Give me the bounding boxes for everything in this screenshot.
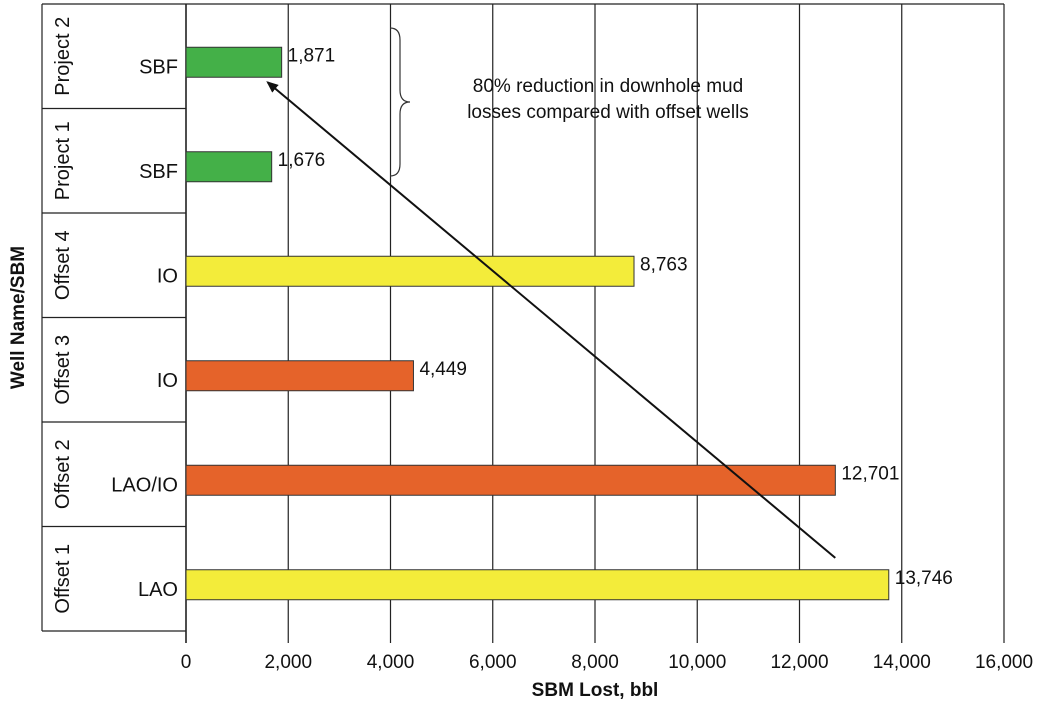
sbm-label: IO bbox=[157, 370, 178, 392]
y-axis-title: Well Name/SBM bbox=[8, 246, 29, 389]
sbm-label: IO bbox=[157, 265, 178, 287]
x-tick-label: 6,000 bbox=[469, 652, 517, 673]
category-labels: Project 2 SBF Project 1 SBF Offset 4 IO Offset… bbox=[52, 17, 178, 614]
annotation: 80% reduction in downhole mud losses comp… bbox=[266, 27, 836, 559]
bar bbox=[185, 255, 635, 287]
bar bbox=[185, 151, 273, 183]
x-tick-label: 8,000 bbox=[571, 652, 619, 673]
well-name-label: Offset 1 bbox=[52, 544, 74, 614]
well-name-label: Project 1 bbox=[52, 121, 74, 200]
well-name-label: Offset 2 bbox=[52, 439, 74, 509]
data-label: 4,449 bbox=[419, 359, 467, 380]
bar bbox=[185, 464, 836, 496]
x-tick-label: 4,000 bbox=[367, 652, 415, 673]
bars bbox=[185, 46, 890, 601]
sbm-label: SBF bbox=[139, 56, 178, 78]
sbm-label: LAO bbox=[138, 579, 178, 601]
data-label: 1,871 bbox=[288, 45, 336, 66]
x-tick-label: 10,000 bbox=[668, 652, 726, 673]
x-tick-label: 12,000 bbox=[770, 652, 828, 673]
x-axis-title: SBM Lost, bbl bbox=[532, 680, 659, 701]
well-name-label: Project 2 bbox=[52, 17, 74, 96]
bar bbox=[185, 569, 890, 601]
bar bbox=[185, 46, 283, 78]
annotation-arrow bbox=[266, 81, 836, 559]
annotation-brace bbox=[389, 27, 411, 177]
well-name-label: Offset 3 bbox=[52, 335, 74, 405]
data-label: 12,701 bbox=[841, 463, 899, 484]
data-label: 1,676 bbox=[278, 150, 326, 171]
grid-lines bbox=[185, 4, 1005, 643]
data-label: 8,763 bbox=[640, 254, 688, 275]
sbm-label: SBF bbox=[139, 161, 178, 183]
data-labels: 1,871 1,676 8,763 4,449 12,701 13,746 bbox=[278, 45, 953, 589]
well-name-label: Offset 4 bbox=[52, 230, 74, 300]
x-tick-label: 0 bbox=[181, 652, 192, 673]
x-tick-label: 2,000 bbox=[264, 652, 312, 673]
bar bbox=[185, 360, 414, 392]
annotation-text: losses compared with offset wells bbox=[467, 102, 749, 123]
annotation-text: 80% reduction in downhole mud bbox=[473, 76, 743, 97]
x-tick-labels: 0 2,000 4,000 6,000 8,000 10,000 12,000 14,000 1… bbox=[181, 652, 1033, 673]
row-dividers bbox=[41, 3, 1004, 632]
x-tick-label: 16,000 bbox=[975, 652, 1033, 673]
data-label: 13,746 bbox=[895, 568, 953, 589]
sbm-label: LAO/IO bbox=[111, 474, 178, 496]
x-tick-label: 14,000 bbox=[873, 652, 931, 673]
